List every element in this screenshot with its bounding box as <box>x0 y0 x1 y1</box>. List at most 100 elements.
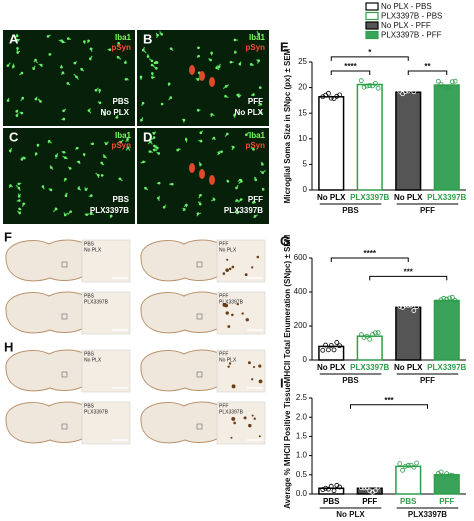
microglia-soma <box>20 71 24 75</box>
condition-label: PBS <box>84 241 95 247</box>
microglia-soma <box>215 66 218 70</box>
data-point <box>337 484 343 490</box>
stained-cell <box>226 258 229 261</box>
stained-cell <box>258 379 263 384</box>
inset-box <box>61 423 68 430</box>
condition-label: PFF <box>219 293 228 299</box>
y-tick-label: 0 <box>303 185 308 194</box>
microglia-soma <box>83 40 86 43</box>
x-tick-label: No PLX <box>317 363 346 372</box>
panel-letter: I <box>280 375 284 390</box>
microglia-soma <box>217 65 221 68</box>
microglia-soma <box>64 194 68 198</box>
x-tick-label: PBS <box>400 497 417 506</box>
inset-zoom <box>216 401 266 445</box>
microglia-soma <box>6 99 10 102</box>
microglia-soma <box>103 113 106 116</box>
microglia-soma <box>115 116 119 119</box>
microglia-soma <box>117 41 120 45</box>
microglia-soma <box>153 61 157 65</box>
microglia-soma <box>257 59 261 63</box>
microglia-soma <box>12 65 15 68</box>
microglia-soma <box>162 206 166 209</box>
data-point <box>375 484 381 490</box>
microglia-soma <box>141 48 145 52</box>
microglia-soma <box>139 75 143 79</box>
microglia-soma <box>140 118 143 122</box>
stained-cell <box>222 272 226 275</box>
microglia-soma <box>49 188 53 192</box>
microglia-soma <box>15 34 19 38</box>
microglia-soma <box>182 118 186 122</box>
data-point <box>405 303 411 308</box>
significance-bracket <box>407 70 448 75</box>
microglia-soma <box>6 64 10 67</box>
legend-label: PLX3397B - PFF <box>381 31 442 40</box>
condition-label: PFF <box>219 351 228 357</box>
microglia-soma <box>62 150 66 154</box>
legend-swatch <box>365 30 379 40</box>
data-point <box>444 85 450 91</box>
data-point <box>397 88 403 94</box>
microglia-soma <box>196 78 200 81</box>
condition-label: PLX3397B <box>84 409 109 415</box>
microglia-soma <box>36 143 40 147</box>
y-tick-label: 200 <box>294 321 308 330</box>
microglia-soma <box>126 146 130 149</box>
microglia-soma <box>124 77 128 81</box>
microglia-soma <box>235 211 239 215</box>
data-point <box>367 488 373 494</box>
microglia-soma <box>199 139 203 143</box>
condition-label: PLX3397B <box>84 299 109 305</box>
stained-cell <box>251 414 254 417</box>
microglia-soma <box>197 46 200 50</box>
microglia-soma <box>20 111 24 115</box>
microglia-soma <box>108 48 112 51</box>
microglia-soma <box>89 57 92 61</box>
microglia-soma <box>199 193 202 197</box>
group-label: PLX3397B <box>408 510 447 519</box>
condition-label: PFF <box>219 241 228 247</box>
microglia-soma <box>23 156 26 160</box>
condition-label: No PLX <box>219 247 237 253</box>
microglia-soma <box>212 136 216 140</box>
microglia-soma <box>116 55 120 59</box>
stain-label: Iba1 <box>115 33 132 42</box>
data-point <box>403 463 408 469</box>
condition-label: PBS <box>113 97 130 106</box>
microglia-soma <box>75 146 79 150</box>
data-point <box>435 299 441 305</box>
significance-label: *** <box>384 396 394 405</box>
data-point <box>331 347 337 353</box>
bar <box>433 299 460 361</box>
x-tick-label: PLX3397B <box>350 193 389 202</box>
data-point <box>438 469 444 475</box>
microglia-soma <box>238 62 242 66</box>
microglia-soma <box>185 203 188 207</box>
data-point <box>370 489 375 495</box>
data-point <box>361 335 367 340</box>
microglia-soma <box>259 111 263 114</box>
stained-cell <box>227 325 231 328</box>
y-tick-label: 20 <box>298 83 307 92</box>
microglia-soma <box>62 109 65 113</box>
microglia-soma <box>48 53 52 56</box>
legend-swatch <box>365 21 379 30</box>
microglia-soma <box>100 161 103 165</box>
x-tick-label: No PLX <box>317 193 346 202</box>
microglia-soma <box>245 133 248 137</box>
microglia-soma <box>259 102 263 106</box>
bar <box>433 474 460 495</box>
microglia-soma <box>17 182 21 186</box>
data-point <box>375 85 381 91</box>
data-point <box>364 333 370 339</box>
y-tick-label: 600 <box>294 253 308 262</box>
inset-box <box>196 371 203 378</box>
microglia-soma <box>46 35 50 38</box>
stain-label: Iba1 <box>249 33 266 42</box>
data-point <box>447 295 452 301</box>
y-tick-label: 1.5 <box>296 432 308 441</box>
bar <box>433 84 460 191</box>
microglia-soma <box>22 202 25 206</box>
